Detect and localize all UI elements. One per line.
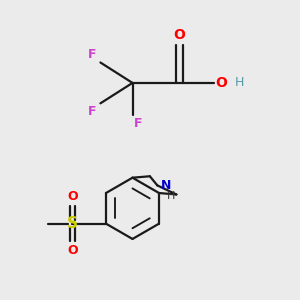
Text: H: H: [235, 76, 244, 89]
Text: O: O: [216, 76, 227, 90]
Text: O: O: [173, 28, 185, 42]
Text: F: F: [88, 105, 96, 118]
Text: N: N: [161, 179, 171, 192]
Text: S: S: [67, 216, 78, 231]
Text: F: F: [88, 48, 96, 61]
Text: O: O: [67, 244, 78, 257]
Text: O: O: [67, 190, 78, 203]
Text: H: H: [167, 190, 176, 201]
Text: F: F: [134, 117, 142, 130]
